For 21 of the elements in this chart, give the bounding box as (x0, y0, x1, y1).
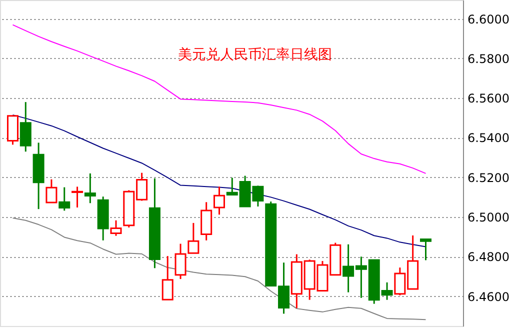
candlestick (200, 201, 212, 242)
candlestick (213, 186, 225, 216)
line-series (12, 24, 426, 174)
candlestick (420, 238, 432, 261)
line-series (12, 217, 426, 320)
y-tick-label: 6.5400 (468, 131, 510, 146)
text: 美元兑人民币汇率日线图 (178, 47, 332, 63)
candlestick (84, 172, 96, 204)
y-tick-label: 6.5200 (468, 170, 510, 185)
y-tick-label: 6.4600 (468, 290, 510, 304)
candlestick (58, 186, 70, 212)
y-tick-label: 6.5000 (468, 210, 510, 225)
y-tick-label: 6.4800 (468, 250, 510, 264)
y-tick-label: 6.5800 (468, 52, 510, 66)
candlestick (110, 220, 122, 237)
candlestick (20, 101, 32, 152)
y-tick-label: 6.5600 (468, 92, 510, 106)
candlestick (72, 186, 84, 208)
candlestick (162, 255, 174, 300)
y-tick-label: 6.6000 (468, 12, 510, 26)
candlestick (46, 178, 58, 204)
